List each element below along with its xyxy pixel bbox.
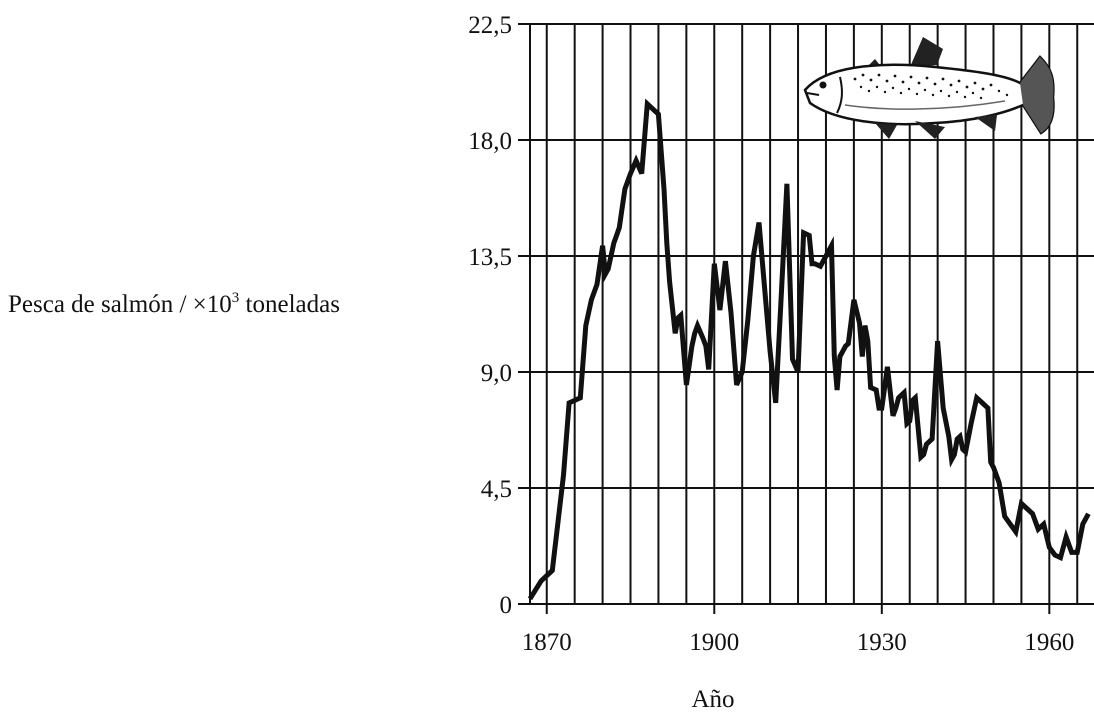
- x-axis-title: Año: [691, 686, 734, 713]
- y-tick-label: 13,5: [468, 244, 512, 271]
- series-line: [527, 98, 1091, 601]
- x-axis-ticks: 1870 1900 1930 1960: [522, 604, 1074, 656]
- y-axis-ticks: 0 4,5 9,0 13,5 18,0 22,5: [468, 12, 530, 619]
- y-tick-label: 22,5: [468, 12, 512, 39]
- x-tick-label: 1930: [857, 629, 907, 656]
- y-axis-title: Pesca de salmón / ×103 toneladas: [8, 290, 340, 318]
- y-tick-label: 0: [500, 592, 513, 619]
- x-tick-label: 1900: [689, 629, 739, 656]
- x-tick-label: 1960: [1024, 629, 1074, 656]
- y-tick-label: 9,0: [481, 360, 512, 387]
- x-tick-label: 1870: [522, 629, 572, 656]
- y-tick-label: 4,5: [481, 476, 512, 503]
- y-tick-label: 18,0: [468, 128, 512, 155]
- salmon-fish-icon: [803, 37, 1055, 139]
